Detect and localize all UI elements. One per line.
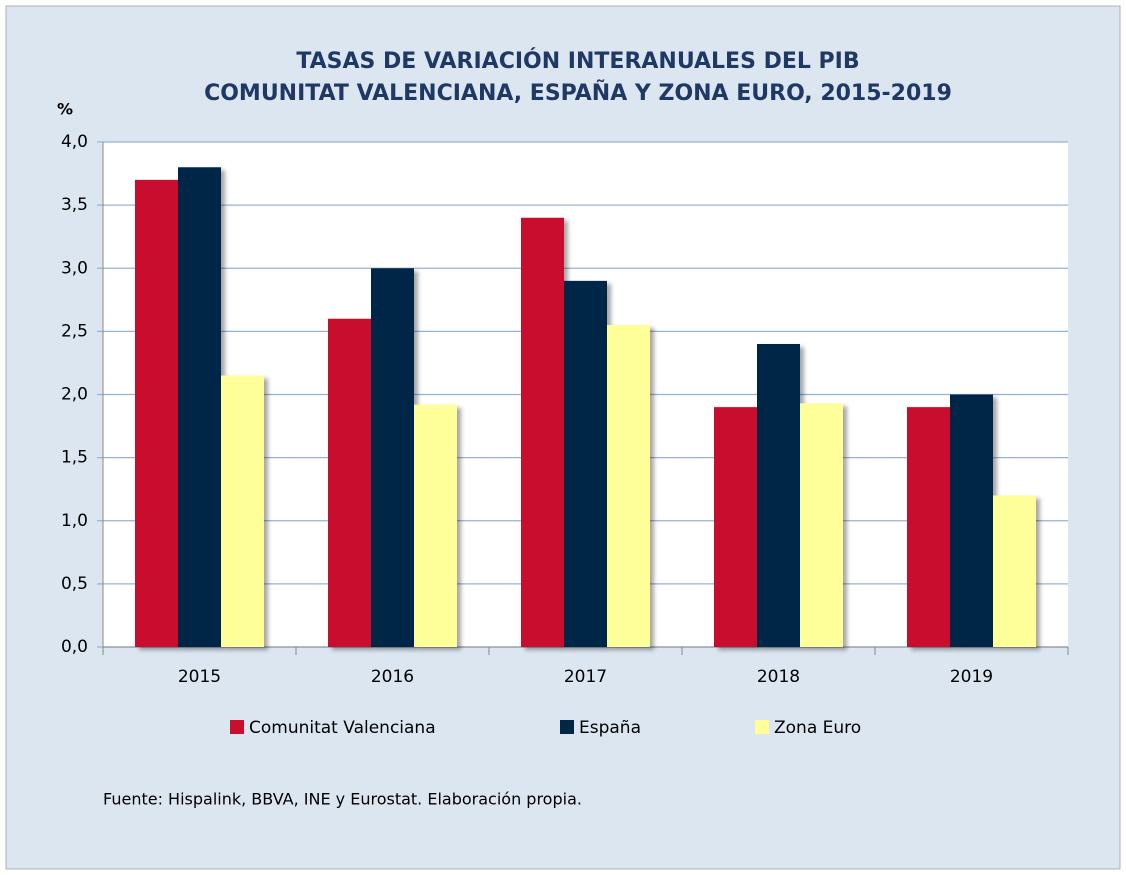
- bar: [178, 167, 221, 647]
- bar: [414, 404, 457, 647]
- chart-subtitle: COMUNITAT VALENCIANA, ESPAÑA Y ZONA EURO…: [204, 80, 952, 106]
- y-tick-label: 0,0: [61, 637, 88, 657]
- bar: [800, 403, 843, 647]
- legend-label: Zona Euro: [774, 718, 861, 738]
- bar: [564, 280, 607, 647]
- bar: [993, 495, 1036, 647]
- y-tick-label: 3,0: [61, 258, 88, 278]
- bar: [950, 394, 993, 647]
- source-note: Fuente: Hispalink, BBVA, INE y Eurostat.…: [103, 790, 582, 809]
- legend-label: España: [579, 718, 641, 738]
- x-tick-label: 2019: [950, 667, 993, 687]
- bar: [907, 407, 950, 647]
- chart-title: TASAS DE VARIACIÓN INTERANUALES DEL PIB: [296, 48, 859, 74]
- y-tick-label: 4,0: [61, 132, 88, 152]
- bar: [521, 217, 564, 647]
- legend-swatch: [755, 720, 769, 734]
- legend-label: Comunitat Valenciana: [249, 718, 436, 738]
- y-tick-label: 1,0: [61, 511, 88, 531]
- legend-swatch: [560, 720, 574, 734]
- bar: [328, 318, 371, 647]
- y-tick-label: 2,0: [61, 385, 88, 405]
- x-tick-label: 2016: [371, 667, 414, 687]
- legend-swatch: [230, 720, 244, 734]
- y-axis-label: %: [57, 100, 73, 119]
- bar: [135, 179, 178, 647]
- bar: [714, 407, 757, 647]
- bar: [221, 375, 264, 647]
- bar: [757, 344, 800, 647]
- y-tick-label: 1,5: [61, 448, 88, 468]
- bar: [607, 325, 650, 647]
- x-tick-label: 2018: [757, 667, 800, 687]
- y-tick-label: 3,5: [61, 195, 88, 215]
- x-tick-label: 2017: [564, 667, 607, 687]
- bar: [371, 268, 414, 647]
- x-tick-label: 2015: [178, 667, 221, 687]
- y-tick-label: 0,5: [61, 574, 88, 594]
- y-tick-label: 2,5: [61, 321, 88, 341]
